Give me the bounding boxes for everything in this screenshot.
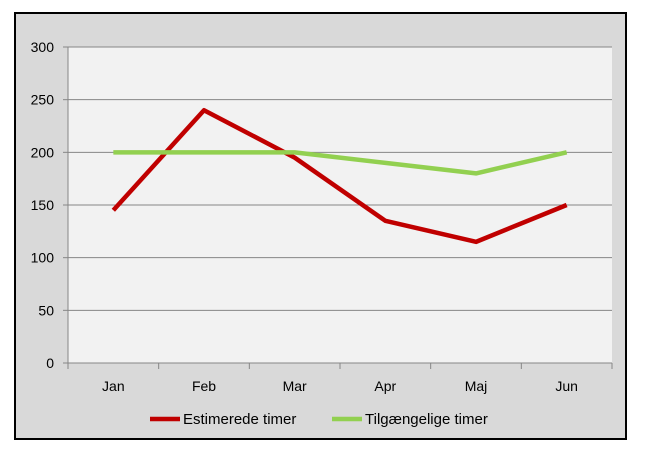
x-tick-labels: Jan Feb Mar Apr Maj Jun bbox=[102, 378, 578, 394]
y-tick-label: 200 bbox=[31, 144, 55, 160]
y-tick-label: 50 bbox=[38, 302, 54, 318]
x-tick-label: Jan bbox=[102, 378, 125, 394]
legend-label: Tilgængelige timer bbox=[365, 411, 488, 428]
y-tick-label: 0 bbox=[46, 355, 54, 371]
legend: Estimerede timer Tilgængelige timer bbox=[150, 411, 488, 428]
y-tick-label: 300 bbox=[31, 39, 55, 55]
x-tick-label: Jun bbox=[555, 378, 578, 394]
x-tick-label: Mar bbox=[283, 378, 307, 394]
y-tick-label: 150 bbox=[31, 197, 55, 213]
y-tick-labels: 0 50 100 150 200 250 300 bbox=[31, 39, 55, 371]
y-tick-label: 250 bbox=[31, 92, 55, 108]
x-tick-label: Feb bbox=[192, 378, 216, 394]
gridlines bbox=[68, 46, 612, 311]
legend-label: Estimerede timer bbox=[183, 411, 296, 428]
axes bbox=[63, 46, 613, 369]
x-tick-label: Maj bbox=[465, 378, 488, 394]
series-line-2 bbox=[113, 150, 568, 176]
x-tick-label: Apr bbox=[374, 378, 396, 394]
series-line-1 bbox=[111, 107, 568, 245]
y-tick-label: 100 bbox=[31, 250, 55, 266]
series-lines bbox=[111, 107, 568, 245]
